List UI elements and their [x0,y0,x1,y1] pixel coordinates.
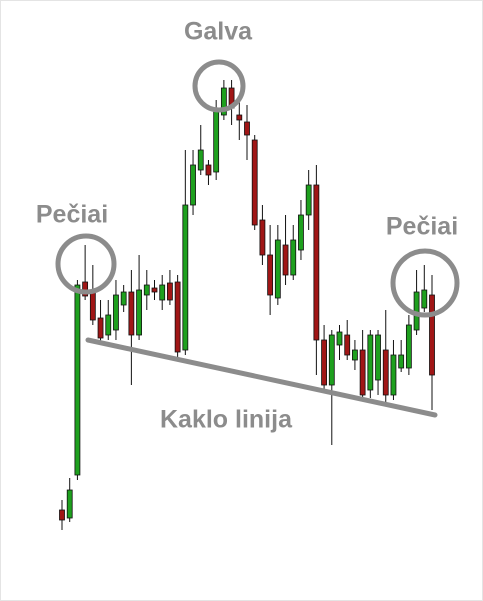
candle-body [274,239,281,299]
candle-body [375,334,381,381]
candle-body [128,291,135,336]
candle-body [398,354,405,369]
candle-body [220,87,227,116]
candle-body [321,339,327,386]
candle-body [136,289,142,336]
candle-body [197,149,204,171]
candle-body [120,291,127,306]
head-label: Galva [184,18,253,46]
candle-body [143,284,150,296]
head-circle [192,59,246,113]
candle-body [298,214,304,251]
candle-body [82,281,89,297]
candle-body [66,489,73,519]
candle-body [290,239,297,276]
candle-body [167,282,173,301]
shoulder-label: Pečiai [386,213,458,241]
shoulder-label: Pečiai [36,201,108,229]
candle-body [190,164,196,206]
candle-body [74,284,81,476]
candle-body [421,289,428,309]
candle-body [97,317,104,339]
candle-body [336,331,343,346]
candle-body [174,281,181,353]
candle-body [367,334,374,391]
candle-body [352,349,358,361]
candle-body [159,284,166,301]
neckline [85,337,438,418]
shoulder-circle [390,248,460,318]
neckline-label: Kaklo linija [160,406,293,434]
candle-body [429,294,435,376]
candle-body [305,184,312,216]
candle-body [259,219,266,256]
shoulder-circle [55,233,117,295]
candle-body [313,184,320,341]
candle-body [328,334,335,386]
candle-body [359,349,366,396]
candle-body [113,294,119,331]
candle-body [244,121,250,136]
candle-body [236,114,243,121]
candle-body [182,204,189,351]
candle-body [390,354,397,396]
candle-body [89,289,96,321]
candle-body [267,254,274,296]
candles [59,80,435,530]
candle-body [59,509,65,521]
candle-body [151,287,158,293]
candle-body [251,139,258,226]
candle-body [344,334,351,356]
candle-body [105,314,112,336]
candle-body [405,324,412,369]
candle-body [282,244,289,276]
candle-body [205,164,212,176]
candle-body [382,349,389,396]
candle-body [213,109,220,173]
